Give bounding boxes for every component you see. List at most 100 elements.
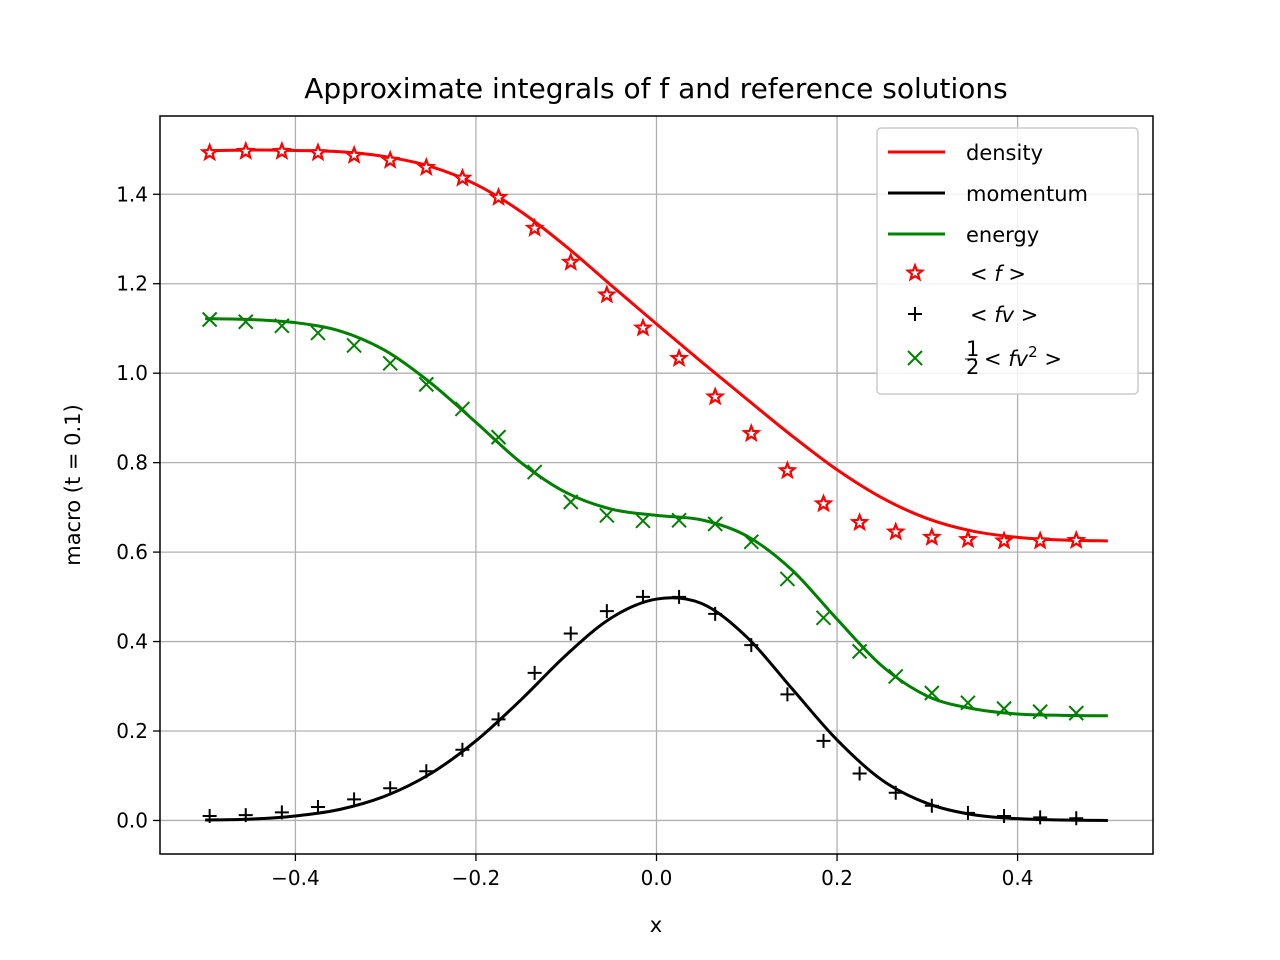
1-2-fv-2-point xyxy=(960,695,976,711)
legend-item-1: density xyxy=(888,141,1043,165)
f-point xyxy=(885,521,906,541)
legend-item-5: < fv > xyxy=(908,303,1038,327)
1-2-fv-2-point xyxy=(924,685,940,701)
1-2-fv-2-point xyxy=(201,311,218,328)
f-point xyxy=(307,142,329,162)
legend-label: energy xyxy=(966,223,1039,247)
fv-point xyxy=(672,589,687,604)
fv-point xyxy=(924,798,939,813)
fv-point xyxy=(816,733,831,748)
f-point xyxy=(416,156,437,176)
f-point xyxy=(344,144,365,164)
f-point xyxy=(596,284,617,304)
axis-ticks: −0.4 −0.2 0.0 0.2 0.4 0.0 0.2 0.4 0.6 0.8 1.0 1.2 1.… xyxy=(116,182,1033,890)
f-point xyxy=(1030,530,1051,550)
1-2-fv-2-point xyxy=(743,534,759,550)
x-tick-label: −0.4 xyxy=(271,866,320,890)
fv-point xyxy=(563,626,578,641)
series-f xyxy=(199,140,1087,550)
legend-swatch-marker xyxy=(908,307,922,321)
series-1-2-fv-2 xyxy=(201,311,1084,721)
f-point xyxy=(235,140,256,160)
energy-line xyxy=(205,317,1108,718)
legend-label: < fv > xyxy=(970,303,1038,327)
1-2-fv-2-point xyxy=(454,401,471,417)
x-tick-label: 0.2 xyxy=(821,866,853,890)
1-2-fv-2-point xyxy=(526,464,543,480)
f-point xyxy=(813,493,834,513)
fv-point xyxy=(1033,810,1048,825)
fv-point xyxy=(852,766,867,781)
legend-item-2: momentum xyxy=(888,182,1088,206)
f-point xyxy=(271,140,292,160)
f-point xyxy=(669,347,690,367)
fv-point xyxy=(310,800,325,815)
y-tick-label: 0.0 xyxy=(116,808,148,832)
f-point xyxy=(632,317,654,337)
1-2-fv-2-point xyxy=(238,314,254,330)
fv-point xyxy=(635,589,650,604)
x-tick-label: 0.4 xyxy=(1002,866,1034,890)
x-axis-label: x xyxy=(650,913,662,937)
f-point xyxy=(993,530,1015,550)
y-axis-label: macro (t = 0.1) xyxy=(61,404,85,566)
1-2-fv-2-point xyxy=(635,513,651,529)
series-momentum xyxy=(205,596,1108,822)
f-point xyxy=(199,142,220,162)
legend: density momentum energy < f > < fv > < fv2 >1… xyxy=(876,127,1139,395)
momentum-line xyxy=(205,596,1108,822)
fv-point xyxy=(202,808,217,823)
fv-point xyxy=(997,808,1012,823)
fv-point xyxy=(744,638,759,653)
legend-item-3: energy xyxy=(888,223,1039,247)
fv-point xyxy=(599,604,614,619)
fv-point xyxy=(455,742,470,757)
y-tick-label: 1.2 xyxy=(116,272,148,296)
fv-point xyxy=(780,687,795,702)
1-2-fv-2-point xyxy=(888,668,904,685)
1-2-fv-2-point xyxy=(996,700,1012,717)
y-tick-label: 0.4 xyxy=(116,630,148,654)
1-2-fv-2-point xyxy=(599,507,615,524)
legend-item-6: < fv2 >12 xyxy=(907,337,1062,379)
y-tick-label: 1.0 xyxy=(116,361,148,385)
f-point xyxy=(921,526,942,546)
1-2-fv-2-point xyxy=(815,610,832,626)
chart-title: Approximate integrals of f and reference… xyxy=(304,72,1008,105)
fv-point xyxy=(347,792,362,807)
fv-point xyxy=(491,712,506,727)
fv-point xyxy=(888,785,903,800)
legend-frac-num: 1 xyxy=(966,337,979,361)
legend-frac-den: 2 xyxy=(966,355,979,379)
y-tick-label: 0.8 xyxy=(116,451,148,475)
f-point xyxy=(452,167,473,187)
f-point xyxy=(741,422,762,443)
1-2-fv-2-point xyxy=(671,512,687,529)
fv-point xyxy=(419,764,434,779)
f-point xyxy=(1066,529,1087,550)
y-tick-label: 0.2 xyxy=(116,719,148,743)
1-2-fv-2-point xyxy=(563,494,579,510)
y-tick-label: 0.6 xyxy=(116,540,148,564)
f-point xyxy=(524,217,545,237)
f-point xyxy=(380,149,401,169)
legend-label: < f > xyxy=(970,262,1026,286)
y-tick-label: 1.4 xyxy=(116,182,148,206)
fv-point xyxy=(527,665,542,680)
1-2-fv-2-point xyxy=(779,571,796,587)
legend-label: momentum xyxy=(966,182,1088,206)
series-fv xyxy=(202,589,1084,826)
plot-series xyxy=(199,140,1108,826)
fv-point xyxy=(1069,811,1084,826)
1-2-fv-2-point xyxy=(346,337,362,354)
f-point xyxy=(488,186,509,206)
fv-point xyxy=(383,781,398,796)
1-2-fv-2-point xyxy=(382,355,398,372)
x-tick-label: −0.2 xyxy=(452,866,501,890)
legend-label: < fv2 > xyxy=(984,343,1062,371)
1-2-fv-2-point xyxy=(274,318,290,334)
1-2-fv-2-point xyxy=(418,376,435,393)
1-2-fv-2-point xyxy=(707,516,723,532)
f-point xyxy=(849,511,870,532)
